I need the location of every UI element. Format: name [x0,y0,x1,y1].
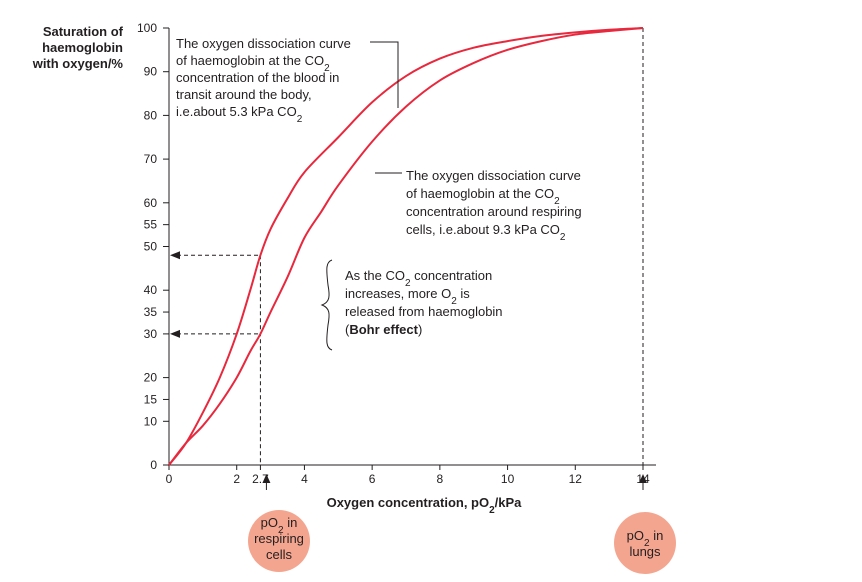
y-tick-label: 0 [150,458,157,472]
annotation-top-curve: i.e.about 5.3 kPa CO2​ [176,104,303,125]
annotation-bohr: increases, more O2​ is [345,286,470,307]
annotation-bottom-curve: The oxygen dissociation curve [406,168,581,183]
y-axis-title: Saturation of [43,24,124,39]
x-tick-label: 12 [569,472,583,486]
y-tick-label: 100 [137,21,157,35]
annotation-bohr: As the CO2​ concentration [345,268,492,289]
leader-top-curve [370,41,399,108]
y-tick-label: 90 [144,65,158,79]
annotation-bohr: released from haemoglobin [345,304,503,319]
x-tick-label: 0 [166,472,173,486]
curve-blood-in-transit [168,27,644,466]
x-tick-label: 4 [301,472,308,486]
arrow-head [170,251,180,260]
x-tick-label: 8 [437,472,444,486]
y-tick-label: 80 [144,108,158,122]
annotations: The oxygen dissociation curve of haemoglo… [176,36,676,574]
x-tick-label: 10 [501,472,515,486]
y-tick-label: 55 [144,218,158,232]
arrow-head [170,329,180,338]
x-tick-label: 6 [369,472,376,486]
y-axis-title: with oxygen/% [32,56,124,71]
annotation-top-curve: of haemoglobin at the CO2​ [176,53,330,74]
y-tick-label: 10 [144,414,158,428]
annotation-bottom-curve: cells, i.e.about 9.3 kPa CO2​ [406,222,566,243]
x-axis-title: Oxygen concentration, pO2​/kPa [327,495,523,516]
lungs-label: lungs [629,544,661,559]
y-tick-label: 30 [144,327,158,341]
annotation-top-curve: concentration of the blood in [176,70,339,85]
up-arrow-head [639,474,647,483]
x-tick-label: 2 [233,472,240,486]
annotation-top-curve: transit around the body, [176,87,312,102]
lungs-label: pO2​ in [627,528,664,549]
curves [168,27,644,466]
respiring-cells-bubble [248,510,310,572]
y-tick-label: 60 [144,196,158,210]
y-tick-label: 70 [144,152,158,166]
lungs-bubble [614,512,676,574]
annotation-bohr-effect: (Bohr effect) [345,322,422,337]
respiring-cells-label: pO2​ in [261,515,298,536]
annotation-top-curve: The oxygen dissociation curve [176,36,351,51]
respiring-cells-label: respiring [254,531,304,546]
up-arrow-head [262,474,271,483]
curve-respiring-cells [168,27,644,466]
annotation-bottom-curve: of haemoglobin at the CO2​ [406,186,560,207]
bohr-brace [320,259,333,351]
y-tick-label: 35 [144,305,158,319]
reference-lines [170,28,644,465]
respiring-cells-label: cells [266,547,293,562]
y-tick-label: 15 [144,392,158,406]
annotation-bottom-curve: concentration around respiring [406,204,582,219]
y-axis-title: haemoglobin [42,40,123,55]
y-tick-label: 40 [144,283,158,297]
y-tick-label: 20 [144,371,158,385]
axes [163,27,656,470]
y-tick-label: 50 [144,240,158,254]
